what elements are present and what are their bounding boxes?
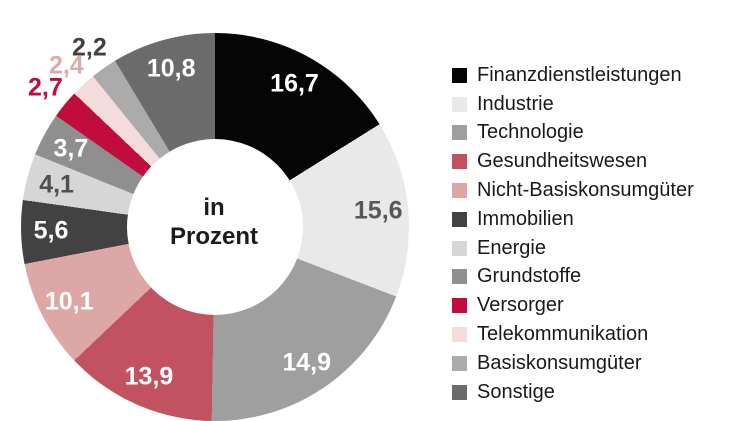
slice-value-label: 2,2 — [71, 33, 107, 62]
legend-item: Sonstige — [452, 378, 694, 407]
legend-item: Nicht-Basiskonsumgüter — [452, 176, 694, 205]
slice-value-label: 4,1 — [39, 170, 74, 199]
legend-swatch — [452, 355, 467, 371]
center-label-line1: in — [203, 194, 225, 221]
legend-item: Immobilien — [452, 205, 694, 234]
legend-label: Industrie — [477, 92, 554, 115]
legend-label: Gesundheitswesen — [477, 150, 648, 173]
slice-value-label: 16,7 — [270, 69, 319, 98]
legend-label: Finanzdienstleistungen — [477, 63, 682, 86]
legend: Finanzdienstleistungen Industrie Technolog… — [452, 61, 694, 407]
legend-label: Grundstoffe — [477, 265, 582, 288]
legend-swatch — [452, 327, 467, 343]
legend-swatch — [452, 183, 467, 199]
legend-label: Versorger — [477, 294, 564, 317]
slice-value-label: 13,9 — [124, 362, 174, 391]
legend-label: Technologie — [477, 121, 584, 144]
legend-item: Finanzdienstleistungen — [452, 61, 694, 90]
center-label-line2: Prozent — [169, 223, 259, 250]
legend-label: Telekommunikation — [477, 323, 649, 346]
legend-swatch — [452, 125, 467, 141]
slice-value-label: 5,6 — [33, 216, 69, 245]
slice-value-label: 14,9 — [282, 348, 332, 377]
legend-item: Industrie — [452, 90, 694, 119]
legend-label: Energie — [477, 236, 546, 259]
legend-label: Nicht-Basiskonsumgüter — [477, 179, 694, 202]
slice-value-label: 2,4 — [48, 51, 84, 80]
legend-item: Technologie — [452, 119, 694, 148]
legend-swatch — [452, 269, 467, 285]
legend-swatch — [452, 298, 467, 314]
chart-center-label: in Prozent — [170, 193, 258, 251]
legend-item: Versorger — [452, 291, 694, 320]
slice-value-label: 2,7 — [28, 73, 63, 102]
legend-item: Telekommunikation — [452, 320, 694, 349]
legend-swatch — [452, 154, 467, 170]
slice-value-label: 10,8 — [146, 54, 196, 83]
legend-label: Immobilien — [477, 207, 574, 230]
slice-value-label: 3,7 — [53, 134, 89, 163]
legend-swatch — [452, 67, 467, 83]
slice-value-label: 10,1 — [44, 287, 94, 316]
legend-swatch — [452, 211, 467, 227]
legend-label: Sonstige — [477, 380, 555, 403]
donut-hole — [127, 139, 303, 315]
legend-swatch — [452, 240, 467, 256]
legend-swatch — [452, 384, 467, 400]
legend-item: Gesundheitswesen — [452, 147, 694, 176]
slice-value-label: 15,6 — [353, 196, 403, 225]
legend-item: Energie — [452, 234, 694, 263]
legend-label: Basiskonsumgüter — [477, 351, 642, 374]
legend-item: Grundstoffe — [452, 263, 694, 292]
legend-item: Basiskonsumgüter — [452, 349, 694, 378]
legend-swatch — [452, 96, 467, 112]
